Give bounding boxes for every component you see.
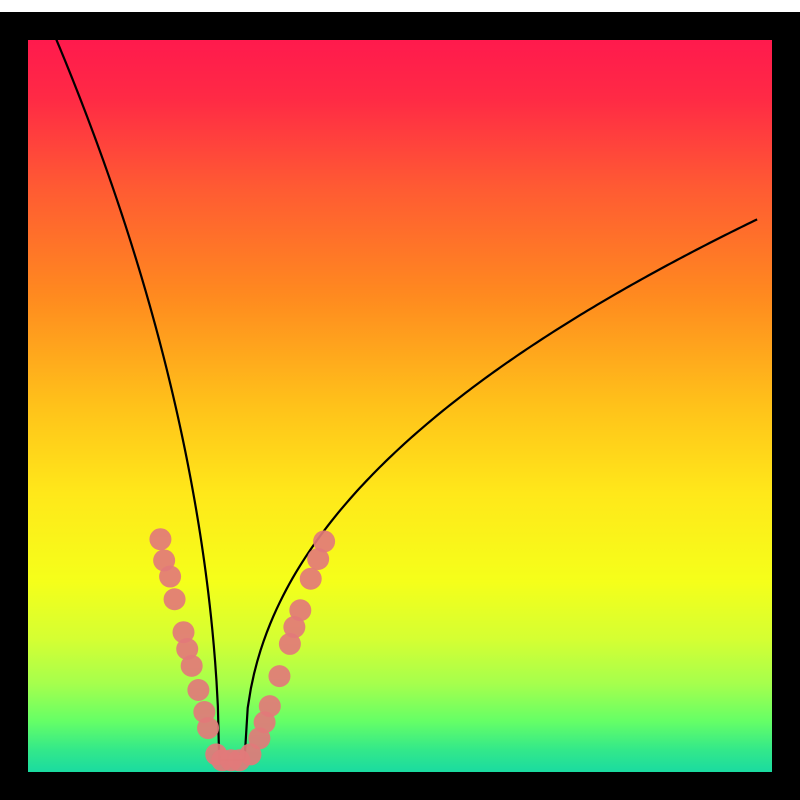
data-marker bbox=[149, 528, 171, 550]
data-marker bbox=[259, 695, 281, 717]
data-marker bbox=[181, 655, 203, 677]
data-marker bbox=[187, 679, 209, 701]
data-marker bbox=[164, 588, 186, 610]
data-marker bbox=[197, 717, 219, 739]
bottleneck-chart bbox=[0, 0, 800, 800]
data-marker bbox=[300, 568, 322, 590]
top-gap bbox=[0, 0, 800, 12]
data-marker bbox=[289, 599, 311, 621]
gradient-background bbox=[28, 40, 772, 772]
data-marker bbox=[313, 530, 335, 552]
data-marker bbox=[268, 665, 290, 687]
data-marker bbox=[159, 566, 181, 588]
chart-frame: TheBottleneck.com bbox=[0, 0, 800, 800]
